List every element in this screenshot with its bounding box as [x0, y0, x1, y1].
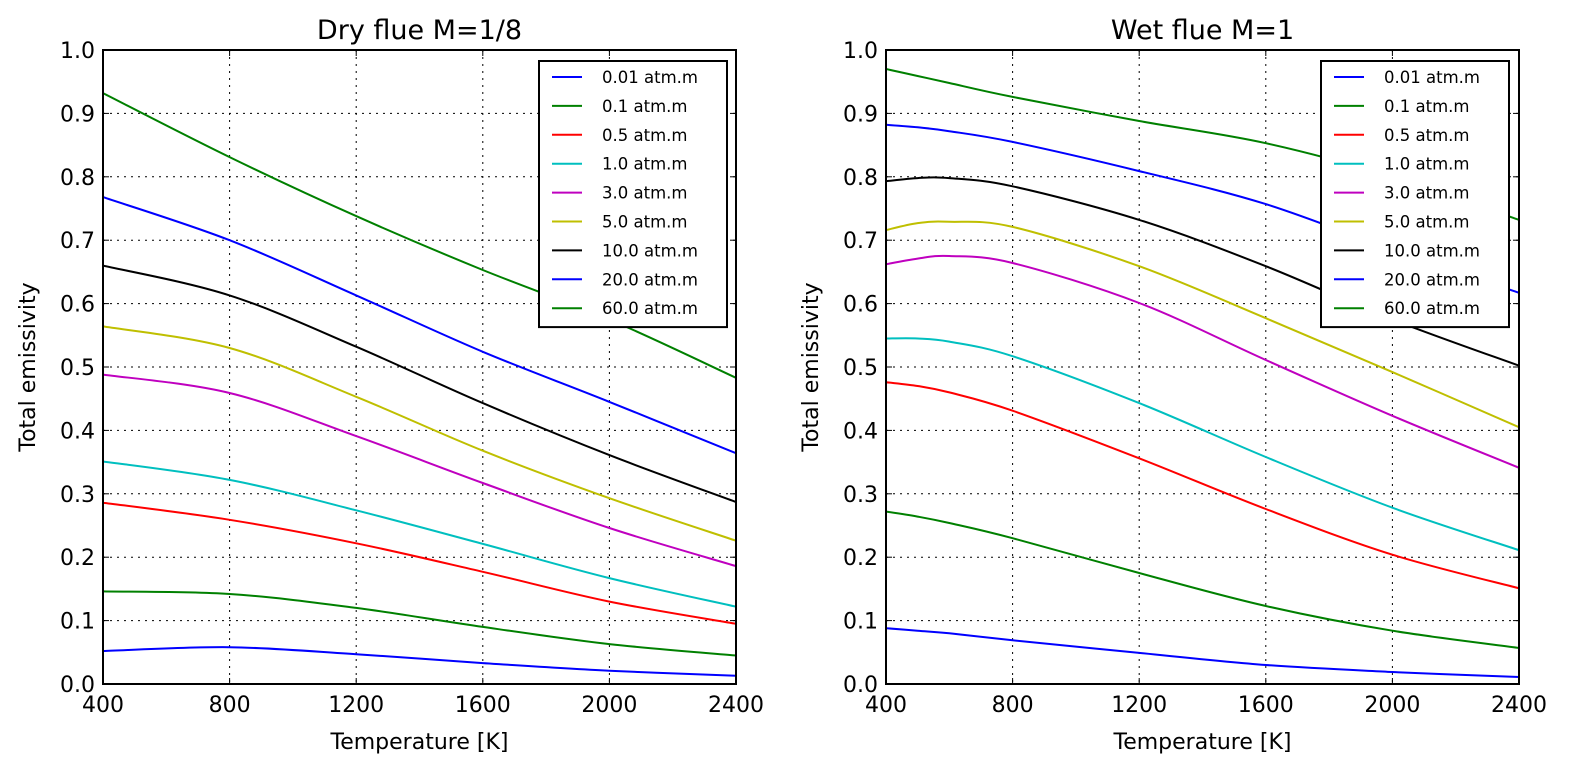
- y-tick-label: 0.8: [843, 166, 878, 191]
- series-line-0-5-atm-m: [886, 381, 1519, 590]
- legend: 0.01 atm.m 0.1 atm.m 0.5 atm.m 1.0 atm.m 3.0…: [538, 60, 728, 329]
- legend-label: 0.01 atm.m: [602, 68, 698, 87]
- legend-label: 10.0 atm.m: [602, 241, 698, 260]
- y-tick-label: 0.7: [60, 229, 95, 254]
- legend-label: 0.1 atm.m: [602, 97, 687, 116]
- y-tick-label: 0.0: [843, 673, 878, 698]
- legend-label: 20.0 atm.m: [1384, 270, 1480, 289]
- series-line-3-0-atm-m: [103, 373, 736, 568]
- series-line-0-1-atm-m: [886, 510, 1519, 649]
- x-tick-label: 2000: [1364, 693, 1420, 718]
- x-tick-label: 2400: [708, 693, 764, 718]
- y-tick-label: 0.9: [843, 102, 878, 127]
- series-line-3-0-atm-m: [886, 254, 1519, 469]
- legend-item: 20.0 atm.m: [1334, 270, 1480, 289]
- y-tick-label: 0.6: [843, 293, 878, 318]
- legend-item: 60.0 atm.m: [1334, 299, 1480, 318]
- y-tick-label: 0.4: [60, 419, 95, 444]
- series-line-0-01-atm-m: [103, 646, 736, 677]
- series-line-5-0-atm-m: [103, 325, 736, 542]
- ticks: 400 800 1200 1600 2000 2400 0.0 0.1 0.2 0.3 0.4 0.5…: [60, 39, 764, 718]
- y-axis-label: Total emissivity: [799, 282, 824, 452]
- y-tick-label: 0.0: [60, 673, 95, 698]
- legend-label: 1.0 atm.m: [1384, 155, 1469, 174]
- y-tick-label: 0.1: [843, 610, 878, 635]
- legend-item: 0.1 atm.m: [1334, 97, 1469, 116]
- series-line-10-0-atm-m: [103, 264, 736, 503]
- x-axis-label: Temperature [K]: [1113, 730, 1292, 755]
- x-axis-label: Temperature [K]: [330, 730, 509, 755]
- x-tick-label: 1600: [455, 693, 511, 718]
- series-line-0-01-atm-m: [886, 627, 1519, 678]
- legend-label: 5.0 atm.m: [1384, 213, 1469, 232]
- legend-item: 5.0 atm.m: [1334, 213, 1469, 232]
- legend-item: 1.0 atm.m: [1334, 155, 1469, 174]
- y-tick-label: 0.1: [60, 610, 95, 635]
- y-tick-label: 0.2: [843, 546, 878, 571]
- series-line-0-1-atm-m: [103, 590, 736, 657]
- chart-title: Dry flue M=1/8: [317, 15, 522, 46]
- dry-flue-panel: 400 800 1200 1600 2000 2400 0.0 0.1 0.2 0.3 0.4 0.5…: [16, 15, 764, 755]
- ticks: 400 800 1200 1600 2000 2400 0.0 0.1 0.2 0.3 0.4 0.5…: [843, 39, 1547, 718]
- series-line-20-0-atm-m: [103, 196, 736, 455]
- legend-label: 20.0 atm.m: [602, 270, 698, 289]
- x-tick-label: 800: [992, 693, 1034, 718]
- wet-flue-panel: 400 800 1200 1600 2000 2400 0.0 0.1 0.2 0.3 0.4 0.5…: [799, 15, 1547, 755]
- y-tick-label: 0.9: [60, 102, 95, 127]
- legend-label: 3.0 atm.m: [1384, 184, 1469, 203]
- legend-item: 10.0 atm.m: [552, 241, 698, 260]
- legend-label: 0.1 atm.m: [1384, 97, 1469, 116]
- series-line-1-0-atm-m: [886, 337, 1519, 552]
- legend-label: 0.5 atm.m: [1384, 126, 1469, 145]
- x-tick-label: 1200: [1111, 693, 1167, 718]
- y-axis-label: Total emissivity: [16, 282, 41, 452]
- series-line-1-0-atm-m: [103, 460, 736, 608]
- chart-title: Wet flue M=1: [1111, 15, 1294, 46]
- legend-item: 0.01 atm.m: [552, 68, 698, 87]
- legend-item: 0.5 atm.m: [1334, 126, 1469, 145]
- legend-item: 0.1 atm.m: [552, 97, 687, 116]
- legend-item: 60.0 atm.m: [552, 299, 698, 318]
- legend-label: 5.0 atm.m: [602, 213, 687, 232]
- legend-label: 3.0 atm.m: [602, 184, 687, 203]
- legend-label: 10.0 atm.m: [1384, 241, 1480, 260]
- legend-item: 5.0 atm.m: [552, 213, 687, 232]
- x-tick-label: 800: [209, 693, 251, 718]
- x-tick-label: 1200: [328, 693, 384, 718]
- x-tick-label: 2400: [1491, 693, 1547, 718]
- y-tick-label: 0.8: [60, 166, 95, 191]
- y-tick-label: 0.5: [843, 356, 878, 381]
- legend-label: 0.01 atm.m: [1384, 68, 1480, 87]
- x-tick-label: 400: [865, 693, 907, 718]
- y-tick-label: 0.2: [60, 546, 95, 571]
- y-tick-label: 0.6: [60, 293, 95, 318]
- legend-item: 3.0 atm.m: [552, 184, 687, 203]
- legend-item: 0.5 atm.m: [552, 126, 687, 145]
- series-line-0-5-atm-m: [103, 501, 736, 625]
- y-tick-label: 0.4: [843, 419, 878, 444]
- y-tick-label: 1.0: [60, 39, 95, 64]
- series-line-5-0-atm-m: [886, 220, 1519, 429]
- legend-item: 3.0 atm.m: [1334, 184, 1469, 203]
- x-tick-label: 2000: [581, 693, 637, 718]
- y-tick-label: 0.3: [60, 483, 95, 508]
- y-tick-label: 0.5: [60, 356, 95, 381]
- y-tick-label: 1.0: [843, 39, 878, 64]
- x-tick-label: 1600: [1238, 693, 1294, 718]
- legend-label: 0.5 atm.m: [602, 126, 687, 145]
- legend-item: 1.0 atm.m: [552, 155, 687, 174]
- legend-label: 60.0 atm.m: [1384, 299, 1480, 318]
- y-tick-label: 0.7: [843, 229, 878, 254]
- legend-item: 0.01 atm.m: [1334, 68, 1480, 87]
- legend: 0.01 atm.m 0.1 atm.m 0.5 atm.m 1.0 atm.m 3.0…: [1320, 60, 1510, 329]
- legend-label: 60.0 atm.m: [602, 299, 698, 318]
- y-tick-label: 0.3: [843, 483, 878, 508]
- legend-item: 10.0 atm.m: [1334, 241, 1480, 260]
- x-tick-label: 400: [82, 693, 124, 718]
- legend-item: 20.0 atm.m: [552, 270, 698, 289]
- legend-label: 1.0 atm.m: [602, 155, 687, 174]
